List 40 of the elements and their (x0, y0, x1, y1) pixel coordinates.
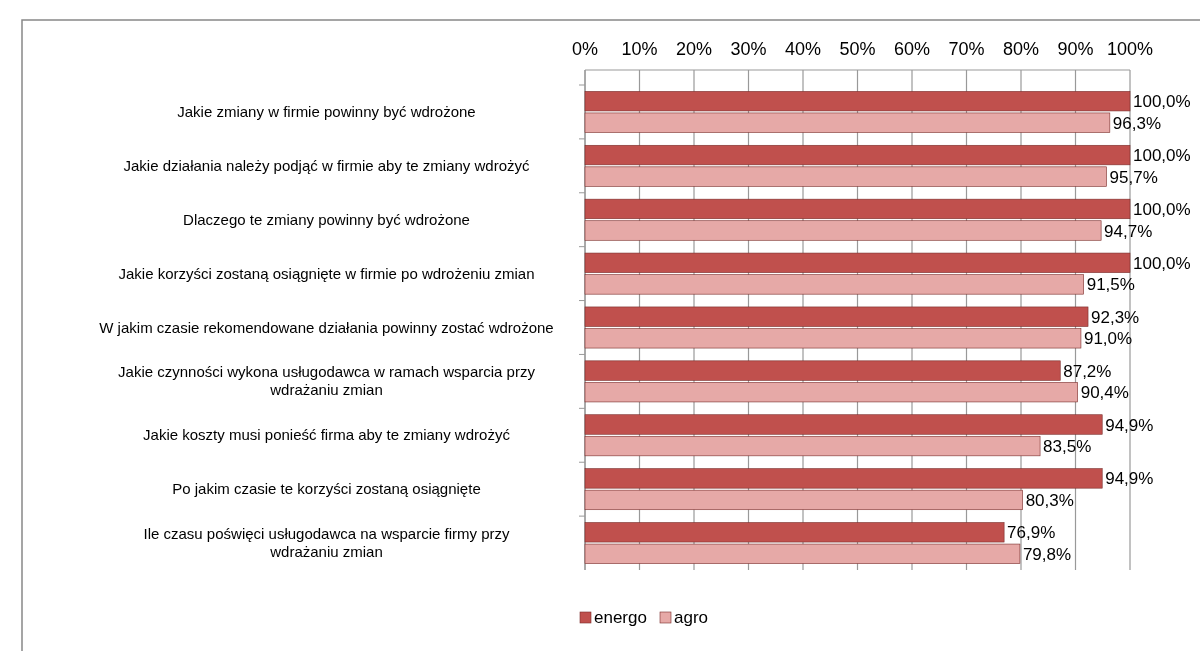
data-label: 91,5% (1086, 275, 1135, 295)
data-label: 76,9% (1007, 523, 1056, 543)
y-tick-label: Dlaczego te zmiany powinny być wdrożone (183, 210, 470, 228)
data-label: 94,7% (1104, 221, 1153, 241)
x-tick-label: 10% (621, 39, 658, 59)
x-tick-label: 80% (1002, 39, 1040, 59)
y-tick-label: Jakie czynności wykona usługodawca w ramach wsparcia przy wdrażaniu zmian (118, 363, 536, 399)
x-tick-label: 20% (675, 39, 713, 59)
data-label: 83,5% (1043, 437, 1092, 457)
legend-label: energo (594, 608, 647, 627)
data-label: 100,0% (1133, 199, 1191, 219)
x-tick-label: 30% (730, 39, 767, 59)
x-tick-label: 90% (1057, 39, 1094, 59)
data-label: 87,2% (1063, 361, 1112, 381)
data-label: 79,8% (1022, 544, 1072, 564)
x-tick-label: 70% (948, 39, 985, 59)
y-tick-label: Jakie korzyści zostaną osiągnięte w firmie po wdrożeniu zmian (118, 264, 535, 282)
data-label: 100,0% (1133, 146, 1191, 166)
legend-label: agro (674, 608, 709, 627)
y-tick-label: Jakie działania należy podjąć w firmie aby te zmiany wdrożyć (123, 156, 530, 174)
data-label: 92,3% (1091, 307, 1140, 327)
data-label: 96,3% (1112, 113, 1162, 133)
x-tick-label: 100% (1106, 39, 1154, 59)
data-label: 100,0% (1133, 92, 1191, 112)
y-tick-label: Jakie koszty musi ponieść firma aby te zmiany wdrożyć (143, 426, 511, 444)
y-tick-label: W jakim czasie rekomendowane działania powinny zostać wdrożone (99, 318, 554, 336)
x-tick-label: 50% (839, 39, 876, 59)
data-label: 80,3% (1025, 490, 1074, 510)
data-label: 91,0% (1083, 329, 1133, 349)
y-tick-label: Jakie zmiany w firmie powinny być wdrożone (177, 102, 476, 120)
x-tick-label: 0% (571, 39, 599, 59)
x-tick-label: 40% (784, 39, 822, 59)
y-tick-label: Po jakim czasie te korzyści zostaną osiągnięte (172, 480, 481, 498)
data-label: 95,7% (1109, 167, 1158, 187)
x-tick-label: 60% (893, 39, 931, 59)
data-label: 94,9% (1105, 469, 1154, 489)
y-tick-label: Ile czasu poświęci usługodawca na wsparcie firmy przy wdrażaniu zmian (143, 525, 510, 561)
data-label: 100,0% (1133, 253, 1191, 273)
data-label: 90,4% (1080, 383, 1129, 403)
data-label: 94,9% (1105, 415, 1154, 435)
